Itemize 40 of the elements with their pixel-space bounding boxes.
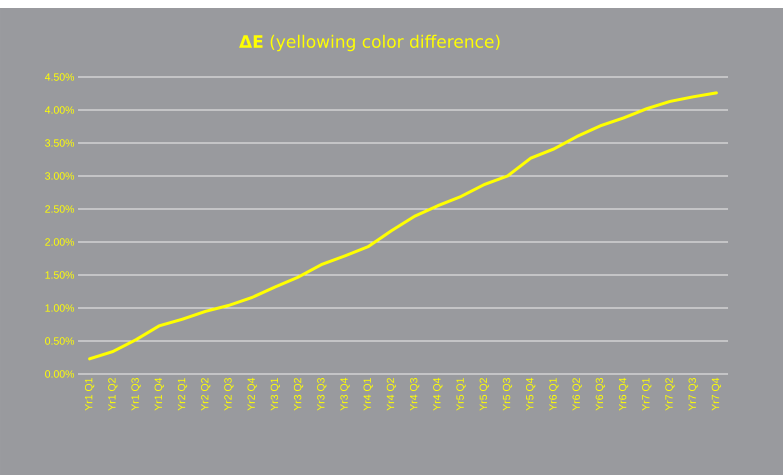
x-tick-label: Yr5 Q1 xyxy=(456,378,466,411)
x-tick-label: Yr3 Q2 xyxy=(294,378,304,411)
x-tick-label: Yr7 Q4 xyxy=(712,378,722,411)
line-series xyxy=(88,91,718,360)
y-tick-label: 3.00% xyxy=(45,172,74,180)
x-tick-label: Yr4 Q3 xyxy=(410,378,420,411)
x-tick-label: Yr3 Q3 xyxy=(317,378,326,411)
x-tick-label: Yr4 Q1 xyxy=(364,378,373,411)
x-tick-label: Yr2 Q2 xyxy=(201,378,210,411)
x-tick-label: Yr7 Q1 xyxy=(642,378,652,411)
x-tick-label: Yr6 Q4 xyxy=(618,378,628,411)
y-tick-label: 2.50% xyxy=(45,205,74,213)
x-tick-label: Yr2 Q4 xyxy=(247,378,257,411)
x-tick-label: Yr7 Q2 xyxy=(665,378,675,411)
x-tick-label: Yr5 Q4 xyxy=(526,378,536,411)
x-tick-label: Yr1 Q4 xyxy=(154,378,164,411)
chart-title: ΔE (yellowing color difference) xyxy=(239,34,500,52)
x-tick-label: Yr4 Q4 xyxy=(433,378,442,411)
y-tick-label: 1.00% xyxy=(46,304,74,312)
x-tick-label: Yr5 Q2 xyxy=(480,378,489,411)
x-tick-label: Yr6 Q3 xyxy=(596,378,605,411)
y-tick-label: 2.00% xyxy=(45,238,74,246)
x-tick-label: Yr2 Q1 xyxy=(178,378,188,411)
x-tick-label: Yr6 Q2 xyxy=(572,378,582,411)
x-tick-label: Yr6 Q1 xyxy=(549,378,559,411)
x-tick-label: Yr1 Q3 xyxy=(131,378,141,411)
y-tick-label: 1.50% xyxy=(46,271,74,279)
x-tick-label: Yr1 Q1 xyxy=(84,378,94,411)
y-tick-label: 4.00% xyxy=(44,106,74,114)
x-tick-label: Yr2 Q3 xyxy=(224,378,234,411)
x-tick-label: Yr1 Q2 xyxy=(108,378,118,411)
x-tick-label: Yr5 Q3 xyxy=(502,378,512,411)
y-tick-label: 0.00% xyxy=(45,370,74,378)
x-tick-label: Yr3 Q4 xyxy=(340,378,350,411)
y-tick-label: 0.50% xyxy=(45,337,74,345)
x-tick-label: Yr7 Q3 xyxy=(688,378,698,411)
y-tick-label: 4.50% xyxy=(44,73,74,81)
y-tick-label: 3.50% xyxy=(45,139,74,147)
x-tick-label: Yr4 Q2 xyxy=(386,378,396,411)
x-tick-label: Yr3 Q1 xyxy=(270,378,280,411)
